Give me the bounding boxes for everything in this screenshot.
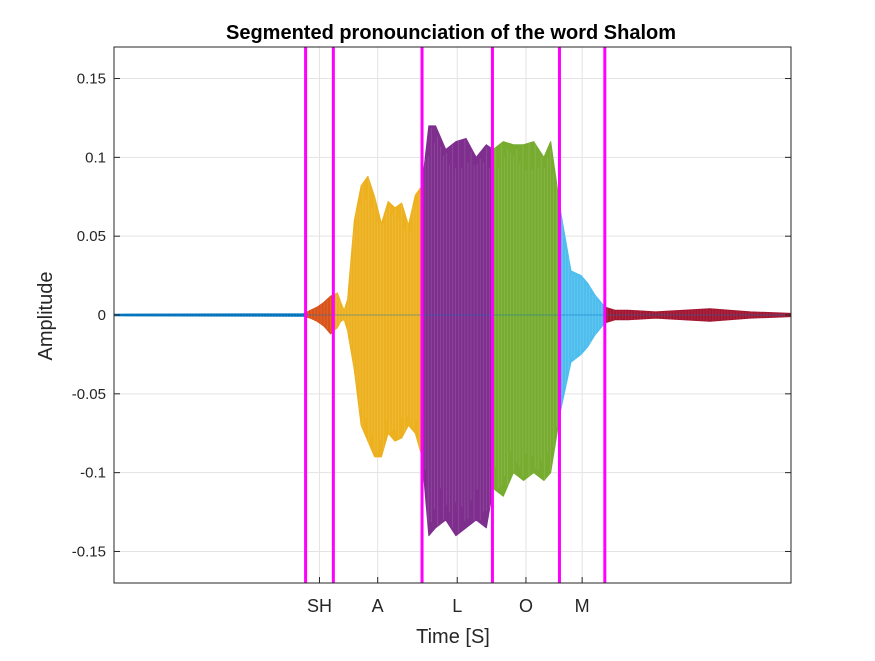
y-axis-title: Amplitude bbox=[35, 272, 57, 361]
y-tick-label: 0.05 bbox=[77, 228, 106, 245]
y-tick-label: 0.1 bbox=[85, 149, 106, 166]
y-tick-label: -0.15 bbox=[72, 543, 106, 560]
y-tick-label: -0.05 bbox=[72, 386, 106, 403]
y-tick-label: -0.1 bbox=[80, 465, 106, 482]
waveform bbox=[113, 125, 792, 537]
segment-label-a: A bbox=[372, 596, 384, 616]
segment-labels: SH A L O M bbox=[307, 577, 590, 616]
segment-boundaries bbox=[304, 47, 607, 583]
chart-title: Segmented pronounciation of the word Sha… bbox=[226, 22, 676, 44]
y-axis-ticks: 0.15 0.1 0.05 0 -0.05 -0.1 -0.15 bbox=[72, 71, 791, 560]
x-axis-title: Time [S] bbox=[416, 626, 490, 648]
segment-label-o: O bbox=[519, 596, 533, 616]
y-tick-label: 0.15 bbox=[77, 71, 106, 88]
segment-label-l: L bbox=[452, 596, 462, 616]
segment-label-sh: SH bbox=[307, 596, 332, 616]
segment-label-m: M bbox=[575, 596, 590, 616]
waveform-segment-l bbox=[421, 125, 493, 537]
y-tick-label: 0 bbox=[98, 307, 106, 324]
